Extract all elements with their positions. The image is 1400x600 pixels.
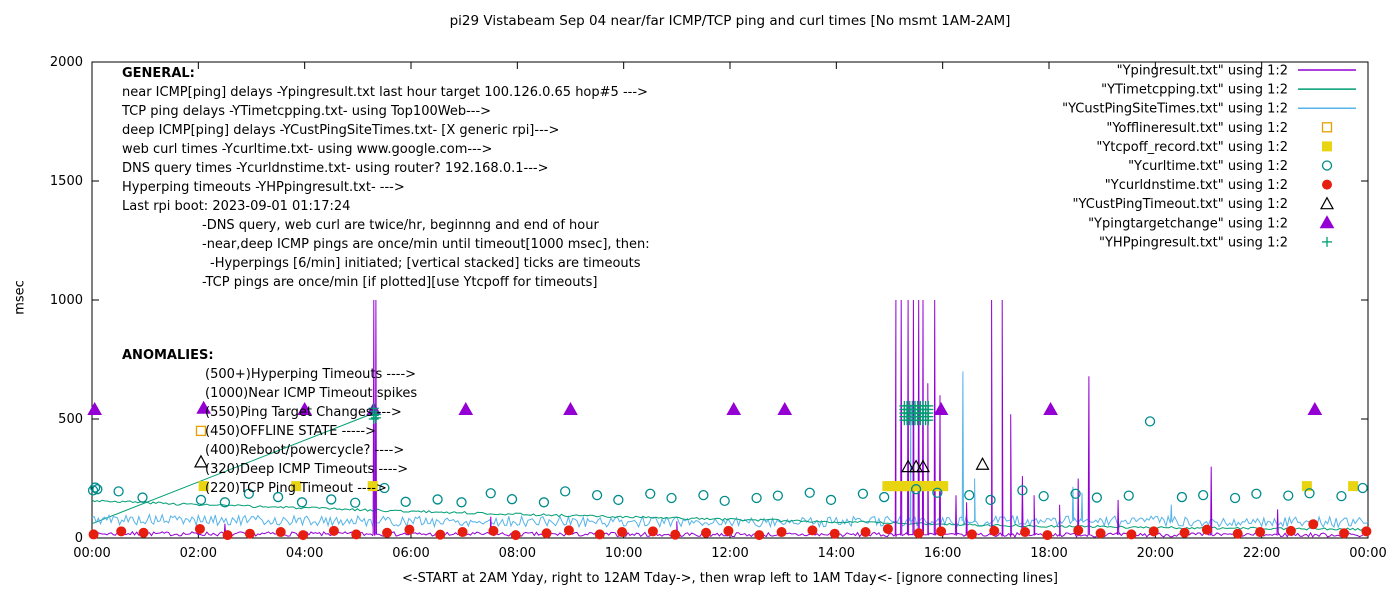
legend-label: "YCustPingSiteTimes.txt" using 1:2 xyxy=(1062,102,1288,117)
legend-entry: "YTimetcpping.txt" using 1:2 xyxy=(1101,83,1356,98)
y-tick-label: 500 xyxy=(58,412,83,427)
x-tick-label: 02:00 xyxy=(180,546,217,561)
general-line: -DNS query, web curl are twice/hr, begin… xyxy=(202,218,599,233)
axis-ticks: 00:00 02:00 04:00 06:00 08:00 10:00 12:00 14:00… xyxy=(50,55,1387,561)
legend-label: "Ytcpoff_record.txt" using 1:2 xyxy=(1096,140,1288,155)
legend-label: "Yofflineresult.txt" using 1:2 xyxy=(1106,121,1288,136)
general-line: -Hyperpings [6/min] initiated; [vertical… xyxy=(210,256,641,271)
legend-label: "YTimetcpping.txt" using 1:2 xyxy=(1101,83,1288,98)
series-tcp-timeout-squares xyxy=(198,481,1359,492)
general-line: TCP ping delays -YTimetcpping.txt- using… xyxy=(122,104,492,119)
general-line: near ICMP[ping] delays -Ypingresult.txt … xyxy=(122,85,648,100)
anomaly-line: (450)OFFLINE STATE -----> xyxy=(205,424,376,439)
legend-label: "YCustPingTimeout.txt" using 1:2 xyxy=(1073,197,1288,212)
x-tick-label: 22:00 xyxy=(1243,546,1280,561)
general-line: Hyperping timeouts -YHPpingresult.txt- -… xyxy=(122,180,405,195)
anomaly-line: (550)Ping Target Changes ---> xyxy=(205,405,402,420)
x-tick-label: 12:00 xyxy=(711,546,748,561)
series-deep-timeout-triangles xyxy=(193,454,990,473)
y-tick-label: 1000 xyxy=(50,293,83,308)
anomaly-line: (220)TCP Ping Timeout ----> xyxy=(205,481,387,496)
legend-entry: "YCustPingTimeout.txt" using 1:2 xyxy=(1073,196,1335,212)
anomalies-annotation: ANOMALIES: (500+)Hyperping Timeouts ----… xyxy=(122,346,417,498)
anomaly-line: (320)Deep ICMP Timeouts ----> xyxy=(205,462,409,477)
legend-entry: "YHPpingresult.txt" using 1:2 xyxy=(1099,235,1332,250)
legend-label: "Ycurltime.txt" using 1:2 xyxy=(1128,159,1288,174)
general-line: -TCP pings are once/min [if plotted][use… xyxy=(202,275,598,290)
series-offline-squares xyxy=(195,425,207,437)
x-tick-label: 14:00 xyxy=(818,546,855,561)
general-line: -near,deep ICMP pings are once/min until… xyxy=(202,237,650,252)
general-heading: GENERAL: xyxy=(122,66,195,81)
legend: "Ypingresult.txt" using 1:2 "YTimetcpping… xyxy=(1062,64,1356,250)
series-deep-icmp-line xyxy=(91,371,1369,529)
x-tick-label: 00:00 xyxy=(1349,546,1386,561)
general-line: deep ICMP[ping] delays -YCustPingSiteTim… xyxy=(122,123,560,138)
legend-label: "Ycurldnstime.txt" using 1:2 xyxy=(1105,178,1288,193)
legend-entry: "Ypingresult.txt" using 1:2 xyxy=(1117,64,1356,79)
anomalies-heading: ANOMALIES: xyxy=(122,348,214,363)
anomalies-lines: (500+)Hyperping Timeouts ----> (1000)Near… xyxy=(122,365,417,498)
legend-label: "Ypingresult.txt" using 1:2 xyxy=(1117,64,1288,79)
series-hyperping-plus xyxy=(368,400,934,426)
general-line: web curl times -Ycurltime.txt- using www… xyxy=(122,142,493,157)
general-line: Last rpi boot: 2023-09-01 01:17:24 xyxy=(122,199,351,214)
x-tick-label: 18:00 xyxy=(1030,546,1067,561)
x-axis-label: <-START at 2AM Yday, right to 12AM Tday-… xyxy=(402,571,1058,586)
anomaly-line: (400)Reboot/powercycle? ----> xyxy=(205,443,405,458)
legend-entry: "Ycurltime.txt" using 1:2 xyxy=(1128,159,1333,174)
x-tick-label: 20:00 xyxy=(1137,546,1174,561)
legend-entry: "Ypingtargetchange" using 1:2 xyxy=(1088,215,1335,231)
series-curl-circles xyxy=(87,416,1368,508)
y-tick-label: 2000 xyxy=(50,55,83,70)
y-tick-label: 0 xyxy=(75,531,83,546)
anomaly-line: (500+)Hyperping Timeouts ----> xyxy=(205,367,417,382)
legend-label: "Ypingtargetchange" using 1:2 xyxy=(1088,216,1288,231)
anomaly-line: (1000)Near ICMP Timeout spikes xyxy=(205,386,418,401)
series-tcp-ping-line xyxy=(91,499,1369,531)
x-tick-label: 06:00 xyxy=(392,546,429,561)
legend-label: "YHPpingresult.txt" using 1:2 xyxy=(1099,235,1288,250)
x-tick-label: 04:00 xyxy=(286,546,323,561)
x-tick-label: 16:00 xyxy=(924,546,961,561)
general-line: DNS query times -Ycurldnstime.txt- using… xyxy=(122,161,549,176)
legend-entry: "Ytcpoff_record.txt" using 1:2 xyxy=(1096,140,1332,155)
general-annotation: GENERAL: near ICMP[ping] delays -Ypingre… xyxy=(122,64,650,292)
x-tick-label: 10:00 xyxy=(605,546,642,561)
chart-title: pi29 Vistabeam Sep 04 near/far ICMP/TCP … xyxy=(449,13,1011,29)
x-tick-label: 00:00 xyxy=(73,546,110,561)
series-dns-dots xyxy=(88,519,1372,541)
y-axis-label: msec xyxy=(12,280,28,315)
legend-entry: "Ycurldnstime.txt" using 1:2 xyxy=(1105,178,1332,193)
legend-entry: "YCustPingSiteTimes.txt" using 1:2 xyxy=(1062,102,1356,117)
x-tick-label: 08:00 xyxy=(499,546,536,561)
general-lines: near ICMP[ping] delays -Ypingresult.txt … xyxy=(122,83,650,292)
legend-entry: "Yofflineresult.txt" using 1:2 xyxy=(1106,121,1333,136)
y-tick-label: 1500 xyxy=(50,174,83,189)
